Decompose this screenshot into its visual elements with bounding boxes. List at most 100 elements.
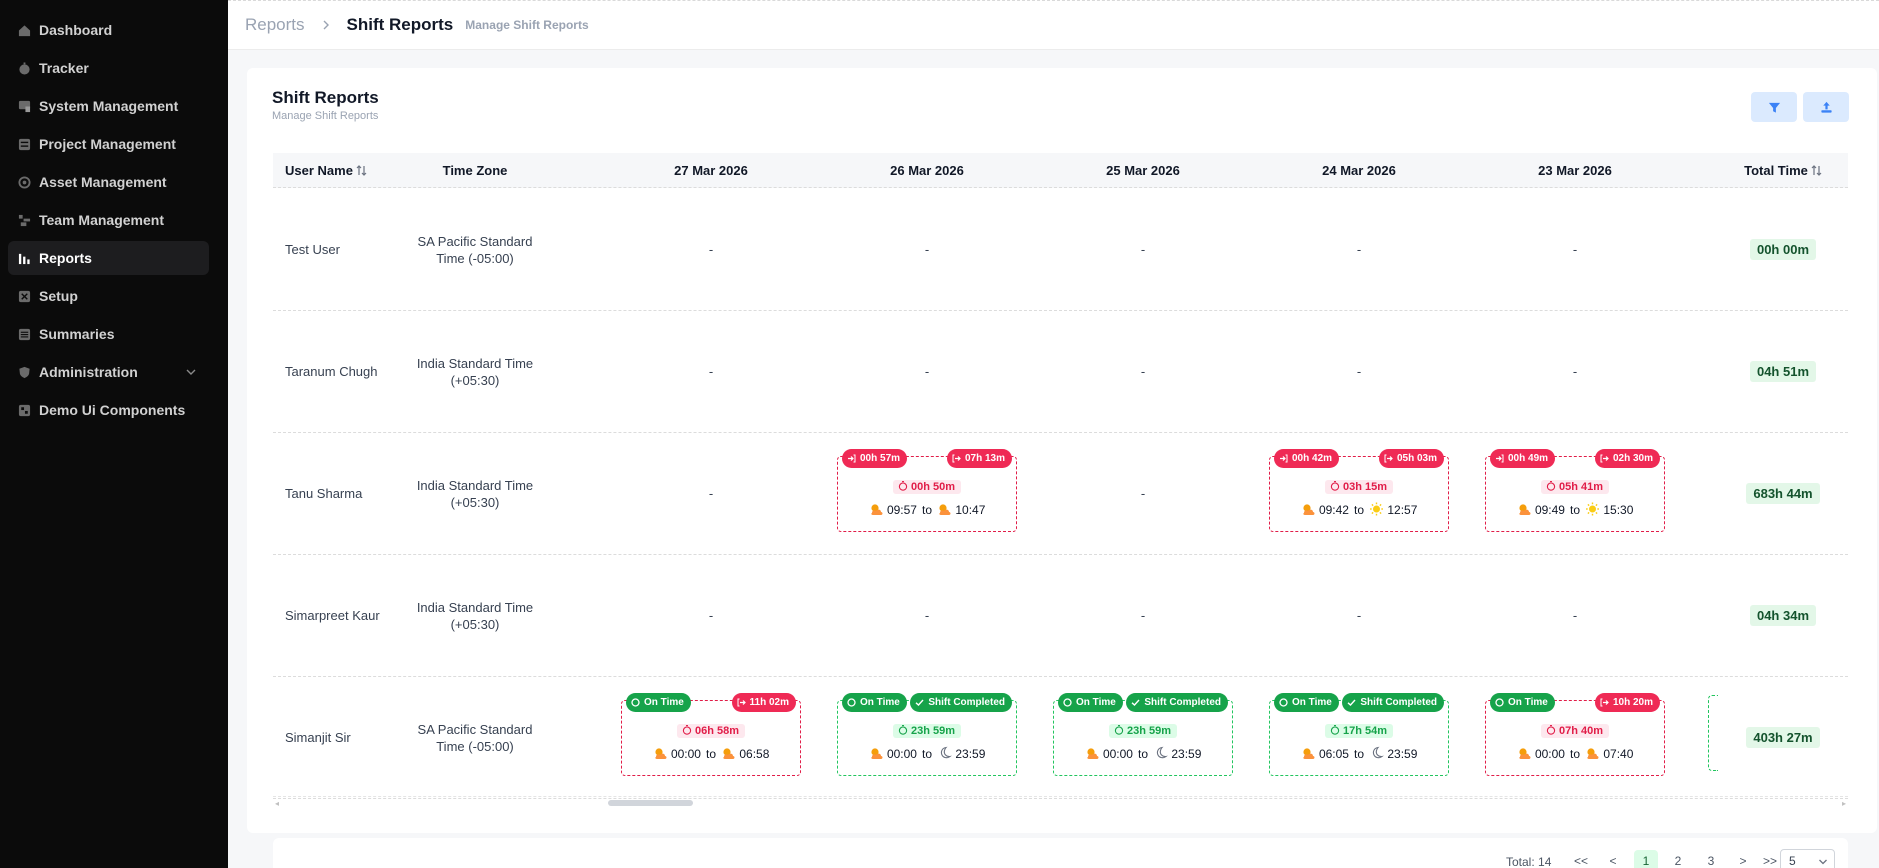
- start-time: 09:57: [886, 502, 917, 517]
- page-size-value: 5: [1789, 854, 1796, 868]
- page-button-1[interactable]: 1: [1634, 850, 1658, 868]
- time-zone-line: SA Pacific Standard: [417, 233, 533, 249]
- stopwatch-icon: [17, 61, 31, 75]
- sidebar-item-asset-management[interactable]: Asset Management: [8, 165, 209, 199]
- shift-duration: 23h 59m: [1054, 722, 1232, 738]
- bar-chart-icon: [17, 251, 31, 265]
- sidebar-item-label: Administration: [39, 364, 138, 380]
- time-zone-cell: SA Pacific Standard Time (-05:00): [405, 189, 545, 310]
- shift-card[interactable]: On Time Shift Completed 23h 59m 00:00 to 23…: [837, 692, 1017, 776]
- clock-check-icon: [1279, 697, 1288, 707]
- shift-card[interactable]: On Time Shift Completed 17h 54m 06:05 to 23…: [1269, 692, 1449, 776]
- page-button-2[interactable]: 2: [1674, 854, 1682, 868]
- end-time-icon: [1369, 502, 1384, 517]
- sidebar-item-reports[interactable]: Reports: [8, 241, 209, 275]
- page-subtitle: Manage Shift Reports: [465, 18, 589, 32]
- start-time: 09:49: [1534, 502, 1565, 517]
- horizontal-scrollbar[interactable]: ◂ ▸: [273, 796, 1848, 808]
- chevron-down-icon: [1819, 859, 1827, 865]
- badge-label: On Time: [1292, 696, 1332, 708]
- login-icon: [848, 454, 856, 462]
- timer-icon: [1114, 724, 1124, 735]
- first-page-button[interactable]: <<: [1573, 854, 1588, 868]
- badge-label: 00h 42m: [1292, 452, 1333, 464]
- sidebar-item-dashboard[interactable]: Dashboard: [8, 13, 209, 47]
- page-size-select[interactable]: 5: [1780, 849, 1835, 868]
- empty-day-cell: -: [1269, 555, 1449, 676]
- column-header-date: 25 Mar 2026: [1106, 163, 1180, 178]
- shift-time-range: 00:00 to 23:59: [1054, 746, 1232, 761]
- column-header-user-name[interactable]: User Name: [285, 153, 405, 188]
- total-time-cell: 04h 51m: [1728, 311, 1838, 432]
- sidebar-item-label: Summaries: [39, 326, 115, 342]
- sidebar-item-project-management[interactable]: Project Management: [8, 127, 209, 161]
- empty-day-cell: -: [621, 555, 801, 676]
- user-name-cell: Simanjit Sir: [285, 730, 351, 745]
- sidebar-item-administration[interactable]: Administration: [8, 355, 209, 389]
- end-time: 10:47: [955, 502, 986, 517]
- shift-card[interactable]: 00h 42m 05h 03m 03h 15m 09:42 to 12:57: [1269, 448, 1449, 532]
- upload-icon: [1820, 101, 1832, 113]
- page-button-3[interactable]: 3: [1707, 854, 1715, 868]
- sidebar-item-system-management[interactable]: System Management: [8, 89, 209, 123]
- start-time: 09:42: [1318, 502, 1349, 517]
- empty-day-cell: -: [1053, 555, 1233, 676]
- filter-button[interactable]: [1751, 92, 1797, 122]
- end-time: 23:59: [955, 746, 986, 761]
- export-button[interactable]: [1803, 92, 1849, 122]
- shift-card[interactable]: On Time 10h 20m 07h 40m 00:00 to 07:40: [1485, 692, 1665, 776]
- sidebar-item-demo-ui-components[interactable]: Demo Ui Components: [8, 393, 209, 427]
- shift-card[interactable]: On Time 11h 02m 06h 58m 00:00 to 06:58: [621, 692, 801, 776]
- start-time: 06:05: [1318, 746, 1349, 761]
- end-time-icon: [1585, 747, 1600, 761]
- to-label: to: [1353, 746, 1364, 761]
- shift-status-badge: On Time: [842, 692, 907, 712]
- check-icon: [915, 699, 924, 706]
- scroll-right-icon[interactable]: ▸: [1841, 799, 1846, 808]
- empty-day-cell: -: [1053, 189, 1233, 310]
- sidebar-item-summaries[interactable]: Summaries: [8, 317, 209, 351]
- column-header-date: 23 Mar 2026: [1538, 163, 1612, 178]
- sidebar-item-setup[interactable]: Setup: [8, 279, 209, 313]
- pagination: Total: 14 << < 1 2 3 > >> 5: [273, 838, 1848, 868]
- time-zone-line: India Standard Time: [416, 355, 534, 371]
- shift-cell: On Time Shift Completed 23h 59m 00:00 to 23…: [837, 677, 1017, 798]
- table-row: Tanu Sharma India Standard Time (+05:30) - 0…: [273, 433, 1848, 555]
- time-zone-line: Time (-05:00): [436, 738, 514, 754]
- empty-value: -: [708, 608, 714, 623]
- time-zone-line: (+05:30): [450, 616, 500, 632]
- end-time: 12:57: [1387, 502, 1418, 517]
- shift-card[interactable]: On Time Shift Completed 23h 59m 00:00 to 23…: [1053, 692, 1233, 776]
- scrollbar-thumb[interactable]: [608, 800, 693, 806]
- time-zone-cell: SA Pacific Standard Time (-05:00): [405, 677, 545, 798]
- empty-value: -: [1140, 364, 1146, 379]
- empty-day-cell: -: [837, 555, 1017, 676]
- start-time-icon: [869, 503, 884, 517]
- home-icon: [17, 23, 31, 37]
- shift-time-range: 09:49 to 15:30: [1486, 502, 1664, 517]
- last-page-button[interactable]: >>: [1763, 854, 1778, 868]
- start-time-icon: [1301, 747, 1316, 761]
- table-row: Simarpreet Kaur India Standard Time (+05:3…: [273, 555, 1848, 677]
- column-header-total-time[interactable]: Total Time: [1728, 153, 1838, 188]
- empty-value: -: [1356, 608, 1362, 623]
- clock-check-icon: [1063, 697, 1072, 707]
- empty-value: -: [924, 608, 930, 623]
- sidebar: Dashboard Tracker System Management Proj…: [0, 0, 228, 868]
- shift-card[interactable]: 00h 49m 02h 30m 05h 41m 09:49 to 15:30: [1485, 448, 1665, 532]
- empty-day-cell: -: [1269, 311, 1449, 432]
- breadcrumb-reports-link[interactable]: Reports: [245, 15, 305, 34]
- sidebar-item-tracker[interactable]: Tracker: [8, 51, 209, 85]
- empty-day-cell: -: [1053, 311, 1233, 432]
- shift-status-badge: 11h 02m: [731, 692, 796, 712]
- sort-icon: [356, 165, 367, 176]
- scroll-left-icon[interactable]: ◂: [275, 799, 280, 808]
- total-time-badge: 683h 44m: [1746, 483, 1820, 504]
- end-time-icon: [721, 747, 736, 761]
- badge-label: 10h 20m: [1612, 696, 1653, 708]
- system-icon: [17, 99, 31, 113]
- next-page-button[interactable]: >: [1739, 854, 1747, 868]
- shift-card[interactable]: 00h 57m 07h 13m 00h 50m 09:57 to 10:47: [837, 448, 1017, 532]
- sidebar-item-team-management[interactable]: Team Management: [8, 203, 209, 237]
- prev-page-button[interactable]: <: [1609, 854, 1617, 868]
